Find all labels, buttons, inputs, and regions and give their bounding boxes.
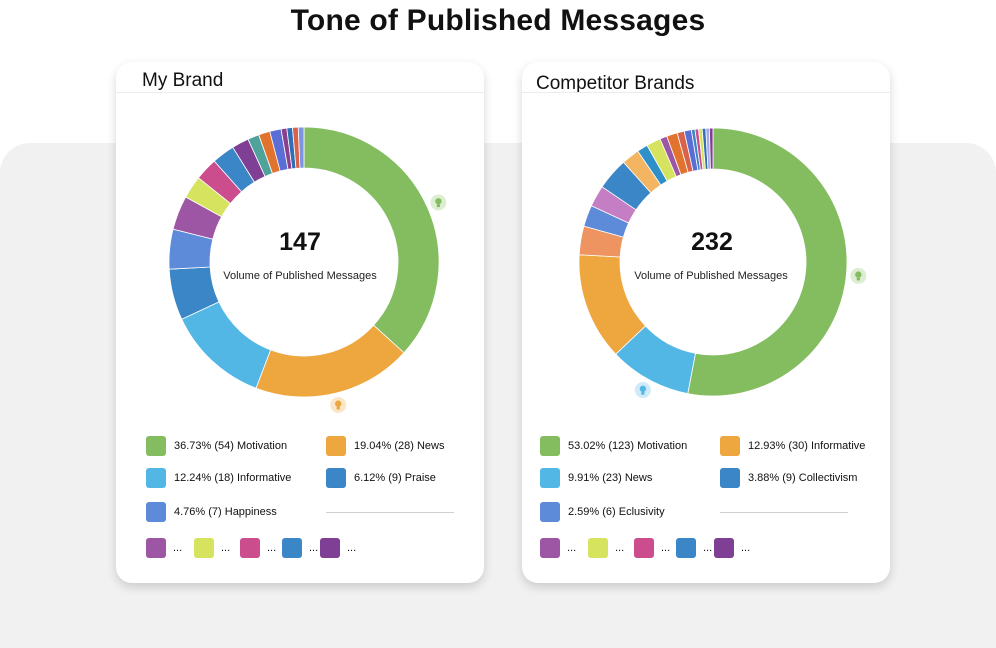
legend-item-more[interactable]: ... (282, 538, 318, 558)
legend-item[interactable]: 3.88% (9) Collectivism (720, 468, 857, 488)
lightbulb-icon[interactable] (634, 382, 651, 399)
legend-item[interactable]: 36.73% (54) Motivation (146, 436, 287, 456)
legend-item-more[interactable]: ... (714, 538, 750, 558)
lightbulb-icon[interactable] (430, 194, 447, 211)
legend-swatch (588, 538, 608, 558)
legend-item[interactable]: 6.12% (9) Praise (326, 468, 436, 488)
legend-item-more[interactable]: ... (240, 538, 276, 558)
legend-label: 53.02% (123) Motivation (568, 440, 688, 452)
total-count: 232 (691, 228, 733, 256)
card-divider (116, 92, 484, 93)
legend-swatch (540, 538, 560, 558)
legend-swatch (634, 538, 654, 558)
donut-slice-news[interactable] (255, 324, 405, 398)
legend-item-more[interactable]: ... (588, 538, 624, 558)
legend-item[interactable]: 12.93% (30) Informative (720, 436, 865, 456)
legend-swatch (146, 502, 166, 522)
legend-ellipsis: ... (567, 542, 577, 554)
legend-item[interactable]: 19.04% (28) News (326, 436, 445, 456)
legend-label: 36.73% (54) Motivation (174, 440, 288, 452)
legend-swatch (146, 468, 166, 488)
donut-slice-motivation[interactable] (687, 127, 848, 397)
legend-label: 12.93% (30) Informative (748, 440, 866, 452)
legend-label: 12.24% (18) Informative (174, 472, 292, 484)
legend-item[interactable]: 53.02% (123) Motivation (540, 436, 687, 456)
legend-swatch (146, 436, 166, 456)
legend-item[interactable]: 2.59% (6) Eclusivity (540, 502, 665, 522)
legend-ellipsis: ... (347, 542, 357, 554)
card-title: Competitor Brands (536, 73, 695, 94)
legend-ellipsis: ... (615, 542, 625, 554)
lightbulb-icon[interactable] (850, 267, 867, 284)
donut-slice-informative[interactable] (181, 301, 272, 389)
legend-ellipsis: ... (221, 542, 231, 554)
donut-slice[interactable] (708, 127, 714, 170)
legend-item-more[interactable]: ... (540, 538, 576, 558)
legend-item[interactable]: 12.24% (18) Informative (146, 468, 291, 488)
legend-ellipsis: ... (267, 542, 277, 554)
legend-ellipsis: ... (741, 542, 751, 554)
center-label: Volume of Published Messages (223, 270, 377, 282)
donut-chart (578, 127, 867, 399)
legend-swatch (720, 468, 740, 488)
legend-ellipsis: ... (703, 542, 713, 554)
legend-swatch (714, 538, 734, 558)
card-title: My Brand (142, 70, 224, 91)
legend-swatch (282, 538, 302, 558)
card-divider (522, 92, 890, 93)
legend-label: 9.91% (23) News (568, 472, 653, 484)
legend-ellipsis: ... (309, 542, 319, 554)
center-label: Volume of Published Messages (634, 270, 788, 282)
legend-label: 2.59% (6) Eclusivity (568, 506, 665, 518)
chart-card-competitor-brands: Competitor Brands 232 Volume of Publishe… (522, 62, 890, 583)
legend-swatch (540, 502, 560, 522)
page-title: Tone of Published Messages (290, 4, 706, 37)
legend-ellipsis: ... (661, 542, 671, 554)
legend-item[interactable]: 9.91% (23) News (540, 468, 652, 488)
donut-slice-motivation[interactable] (303, 126, 440, 354)
legend-label: 3.88% (9) Collectivism (748, 472, 858, 484)
legend-swatch (194, 538, 214, 558)
legend-swatch (320, 538, 340, 558)
legend-swatch (326, 468, 346, 488)
total-count: 147 (279, 228, 321, 256)
legend-label: 19.04% (28) News (354, 440, 445, 452)
legend-swatch (326, 436, 346, 456)
chart-card-my-brand: My Brand 147 Volume of Published Message… (116, 62, 484, 583)
legend-divider (326, 512, 454, 513)
legend-label: 4.76% (7) Happiness (174, 506, 277, 518)
legend-item-more[interactable]: ... (634, 538, 670, 558)
donut-slice[interactable] (297, 126, 305, 169)
donut-chart (168, 126, 447, 413)
legend-ellipsis: ... (173, 542, 183, 554)
legend-item-more[interactable]: ... (320, 538, 356, 558)
legend-item-more[interactable]: ... (146, 538, 182, 558)
legend-swatch (146, 538, 166, 558)
legend-swatch (240, 538, 260, 558)
legend-swatch (676, 538, 696, 558)
legend-swatch (540, 468, 560, 488)
legend-divider (720, 512, 848, 513)
legend-swatch (540, 436, 560, 456)
lightbulb-icon[interactable] (330, 396, 347, 413)
legend-label: 6.12% (9) Praise (354, 472, 436, 484)
legend-item-more[interactable]: ... (194, 538, 230, 558)
legend-swatch (720, 436, 740, 456)
legend-item-more[interactable]: ... (676, 538, 712, 558)
legend-item[interactable]: 4.76% (7) Happiness (146, 502, 277, 522)
